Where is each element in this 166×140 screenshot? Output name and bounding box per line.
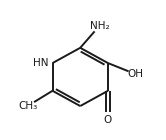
Text: O: O — [104, 115, 112, 125]
Text: HN: HN — [33, 58, 48, 68]
Text: CH₃: CH₃ — [18, 101, 37, 111]
Text: NH₂: NH₂ — [90, 21, 109, 31]
Text: OH: OH — [128, 69, 144, 79]
